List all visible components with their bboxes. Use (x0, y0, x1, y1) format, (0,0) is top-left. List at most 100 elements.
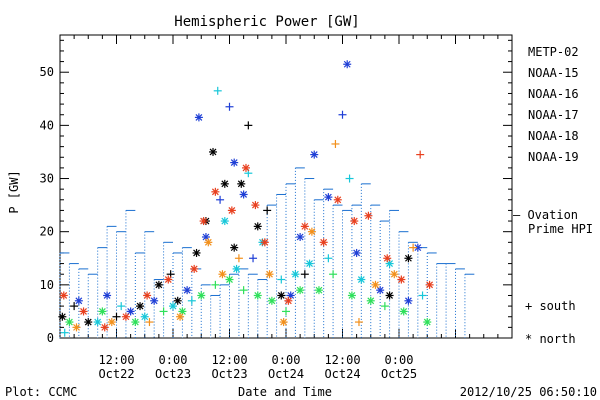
data-point (253, 291, 262, 300)
data-point (100, 323, 109, 332)
data-point (300, 270, 309, 279)
y-axis: 0 10 20 30 40 50 (40, 39, 512, 345)
data-point (79, 307, 88, 316)
data-point (350, 217, 359, 226)
data-point (423, 318, 432, 327)
data-point (352, 248, 361, 257)
data-point (260, 238, 269, 247)
data-point (239, 286, 248, 295)
legend-entry: NOAA-17 (528, 108, 579, 122)
y-axis-label: P [GW] (7, 170, 21, 213)
y-tick-label: 20 (40, 225, 54, 239)
data-point (220, 217, 229, 226)
data-point (234, 254, 243, 263)
data-point (59, 291, 68, 300)
data-point (192, 248, 201, 257)
legend-entry: NOAA-19 (528, 150, 579, 164)
y-tick-label: 50 (40, 65, 54, 79)
data-point (74, 296, 83, 305)
data-point (187, 296, 196, 305)
data-point (211, 187, 220, 196)
data-point (140, 312, 149, 321)
data-point (305, 259, 314, 268)
data-point (183, 286, 192, 295)
data-point (143, 291, 152, 300)
data-point (150, 296, 159, 305)
data-point (329, 270, 338, 279)
data-point (107, 318, 116, 327)
data-point (277, 275, 286, 284)
data-point (267, 296, 276, 305)
y-tick-label: 10 (40, 278, 54, 292)
data-point (112, 312, 121, 321)
data-point (338, 110, 347, 119)
legend: METP-02 NOAA-15 NOAA-16 NOAA-17 NOAA-18 NOAA-… (528, 45, 579, 164)
marker-legend-south: + south (525, 299, 576, 313)
data-point (237, 179, 246, 188)
x-axis: 12:00Oct220:00Oct2312:00Oct230:00Oct2412… (73, 35, 499, 381)
data-point (345, 174, 354, 183)
data-point (385, 291, 394, 300)
data-point (263, 206, 272, 215)
legend-entry: METP-02 (528, 45, 579, 59)
data-point (291, 270, 300, 279)
data-point (324, 254, 333, 263)
data-point (213, 86, 222, 95)
data-point (93, 318, 102, 327)
data-point (249, 254, 258, 263)
x-tick-time: 0:00 (385, 353, 414, 367)
data-point (397, 275, 406, 284)
x-tick-date: Oct25 (381, 367, 417, 381)
data-point (164, 275, 173, 284)
data-point (154, 280, 163, 289)
ovation-series (59, 167, 475, 338)
data-point (416, 150, 425, 159)
data-point (383, 254, 392, 263)
marker-legend-north: * north (525, 332, 576, 346)
x-tick-time: 12:00 (324, 353, 360, 367)
data-point (296, 286, 305, 295)
data-point (343, 60, 352, 69)
data-point (58, 312, 67, 321)
data-point (425, 280, 434, 289)
data-point (98, 307, 107, 316)
data-point (296, 233, 305, 241)
data-point (131, 318, 140, 327)
data-point (300, 222, 309, 231)
data-point (70, 302, 79, 311)
data-point (209, 147, 218, 156)
footer-right: 2012/10/25 06:50:10 (460, 385, 597, 399)
x-tick-date: Oct24 (268, 367, 304, 381)
data-point (169, 302, 177, 311)
data-point (241, 163, 250, 172)
y-tick-label: 40 (40, 118, 54, 132)
data-point (121, 312, 130, 321)
x-tick-time: 0:00 (159, 353, 188, 367)
ovation-label-line2: Prime HPI (528, 222, 593, 236)
ovation-label-line1: — Ovation (513, 208, 578, 222)
data-point (220, 179, 229, 188)
data-point (159, 307, 168, 316)
data-point (310, 150, 319, 159)
data-point (232, 264, 241, 273)
data-point (307, 227, 316, 236)
data-point (277, 291, 286, 300)
data-point (390, 270, 399, 279)
data-point (319, 238, 328, 247)
y-tick-label: 30 (40, 172, 54, 186)
footer-left: Plot: CCMC (5, 385, 77, 399)
data-point (357, 275, 366, 284)
x-tick-date: Oct24 (324, 367, 360, 381)
x-tick-date: Oct22 (98, 367, 134, 381)
legend-entry: NOAA-18 (528, 129, 579, 143)
data-point (239, 190, 248, 199)
data-point (230, 243, 239, 252)
data-point (364, 211, 373, 220)
data-point (282, 307, 290, 316)
data-point (366, 296, 375, 305)
x-tick-time: 12:00 (211, 353, 247, 367)
data-point (404, 254, 413, 263)
data-point (354, 318, 363, 327)
data-point (404, 296, 413, 305)
